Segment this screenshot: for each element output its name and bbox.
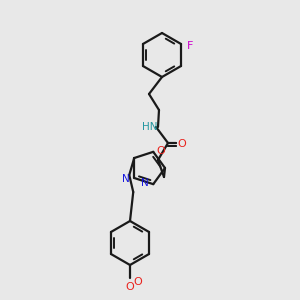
Text: HN: HN bbox=[142, 122, 158, 132]
Text: O: O bbox=[134, 277, 142, 287]
Text: O: O bbox=[178, 139, 186, 149]
Text: O: O bbox=[156, 146, 165, 156]
Text: O: O bbox=[126, 282, 134, 292]
Text: N: N bbox=[122, 174, 130, 184]
Text: N: N bbox=[141, 178, 149, 188]
Text: F: F bbox=[187, 41, 193, 51]
